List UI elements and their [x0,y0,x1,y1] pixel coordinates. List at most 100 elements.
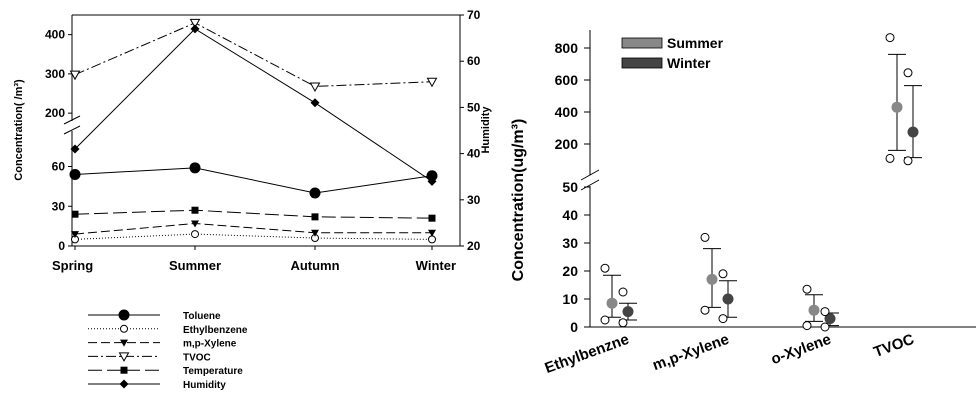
data-point [309,187,321,199]
data-point [191,220,199,228]
right-chart: 0 10 20 30 40 50 200 400 600 800 Ethylbenzne m,p-Xy… [510,30,976,377]
left-x-tick-label: Winter [416,258,456,273]
left-y-tick-label: 300 [45,67,65,81]
legend-marker [118,352,130,362]
data-point [191,230,199,239]
max-point [600,263,610,273]
data-point [310,98,320,108]
right-y-tick-label: 800 [555,40,579,56]
min-point [600,315,610,325]
min-point [820,322,830,332]
series-line [74,167,433,194]
left-y-tick-label: 30 [52,199,66,213]
left-y2-axis-title: Humidity [480,106,492,154]
left-y-axis-title: Concentration( /m³) [13,79,25,181]
legend-label: Summer [667,35,724,51]
left-y2-tick-label: 20 [467,239,481,253]
right-x-tick-label: Ethylbenzne [543,331,632,377]
right-x-tick-label: m,p-Xylene [650,331,731,374]
right-y-tick-label: 10 [562,291,578,307]
mean-point [606,297,618,309]
data-point [309,82,321,92]
left-legend: Toluene Ethylbenzene m,p-Xylene TVOC Tempera… [88,309,248,391]
legend-marker [118,309,130,321]
left-axis-break-mark [63,125,81,135]
left-y2-tick-label: 30 [467,193,481,207]
right-y-tick-label: 400 [555,104,579,120]
right-x-tick-label: TVOC [871,331,916,361]
right-legend: Summer Winter [621,35,724,71]
series-line [74,209,433,219]
data-point [427,176,437,186]
right-axis-break-mark [580,179,600,191]
min-point [718,314,728,324]
left-y2-tick-label: 50 [467,100,481,114]
data-point [69,70,81,81]
left-y2-tick-label: 70 [467,8,481,22]
max-point [802,284,812,294]
legend-marker [119,379,129,389]
series-line [74,222,432,235]
left-y2-tick-label: 40 [467,147,481,161]
right-x-tick-label: o-Xylene [769,331,834,368]
data-point [69,168,81,180]
data-point [428,214,436,222]
legend-marker [120,339,128,347]
data-point [189,18,201,29]
data-point [191,206,199,214]
data-point [190,24,200,34]
min-point [618,318,628,328]
mean-point [824,313,836,325]
min-point [903,156,913,166]
legend-label: Temperature [183,366,243,377]
left-x-tick-label: Spring [52,258,93,273]
legend-marker [120,366,128,374]
data-point [70,144,80,154]
mean-point [722,293,734,305]
data-point [426,170,438,182]
right-y-tick-label: 0 [570,319,578,335]
left-chart: 0 30 60 200 300 400 20 30 40 50 60 70 Spring Summer Au… [13,8,492,391]
data-point [71,210,79,218]
mean-point [622,306,634,318]
max-point [820,307,830,317]
data-point [428,235,436,244]
right-y-tick-label: 20 [562,263,578,279]
right-y-tick-label: 40 [562,207,578,223]
data-point [428,229,436,237]
legend-swatch [621,57,663,69]
series-line [74,22,433,87]
left-x-tick-label: Autumn [290,258,339,273]
data-point [71,231,79,239]
mean-point [808,304,820,316]
right-y-tick-label: 600 [555,72,579,88]
left-y-tick-label: 200 [45,106,65,120]
right-axis-break-mark [580,169,600,181]
min-point [700,305,710,315]
series-line [74,233,433,240]
left-y-tick-label: 0 [58,239,65,253]
max-point [618,287,628,297]
left-axis-break-mark [63,115,81,125]
legend-swatch [621,37,663,49]
legend-label: Winter [667,55,711,71]
data-point [426,77,438,88]
right-y-tick-label: 50 [562,179,578,195]
legend-label: m,p-Xylene [183,339,237,350]
mean-point [891,101,903,113]
max-point [700,232,710,242]
mean-point [706,273,718,285]
data-point [189,162,201,174]
left-y-tick-label: 60 [52,160,66,174]
left-x-tick-label: Summer [169,258,221,273]
right-y-axis-title: Concentration(ug/m³) [510,119,527,282]
left-y2-tick-label: 60 [467,54,481,68]
data-point [311,213,319,221]
legend-label: Ethylbenzene [183,325,248,336]
min-point [802,321,812,331]
right-y-tick-label: 30 [562,235,578,251]
legend-marker [120,324,128,333]
min-point [885,153,895,163]
left-y-tick-label: 400 [45,28,65,42]
